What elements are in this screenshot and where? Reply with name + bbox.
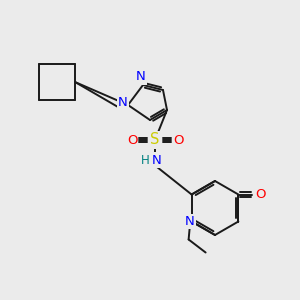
Text: N: N (136, 70, 146, 83)
Text: N: N (152, 154, 162, 166)
Text: N: N (118, 97, 128, 110)
Text: S: S (150, 133, 160, 148)
Text: O: O (255, 188, 266, 201)
Text: O: O (173, 134, 183, 146)
Text: N: N (185, 215, 194, 228)
Text: O: O (127, 134, 137, 146)
Text: H: H (141, 154, 149, 166)
